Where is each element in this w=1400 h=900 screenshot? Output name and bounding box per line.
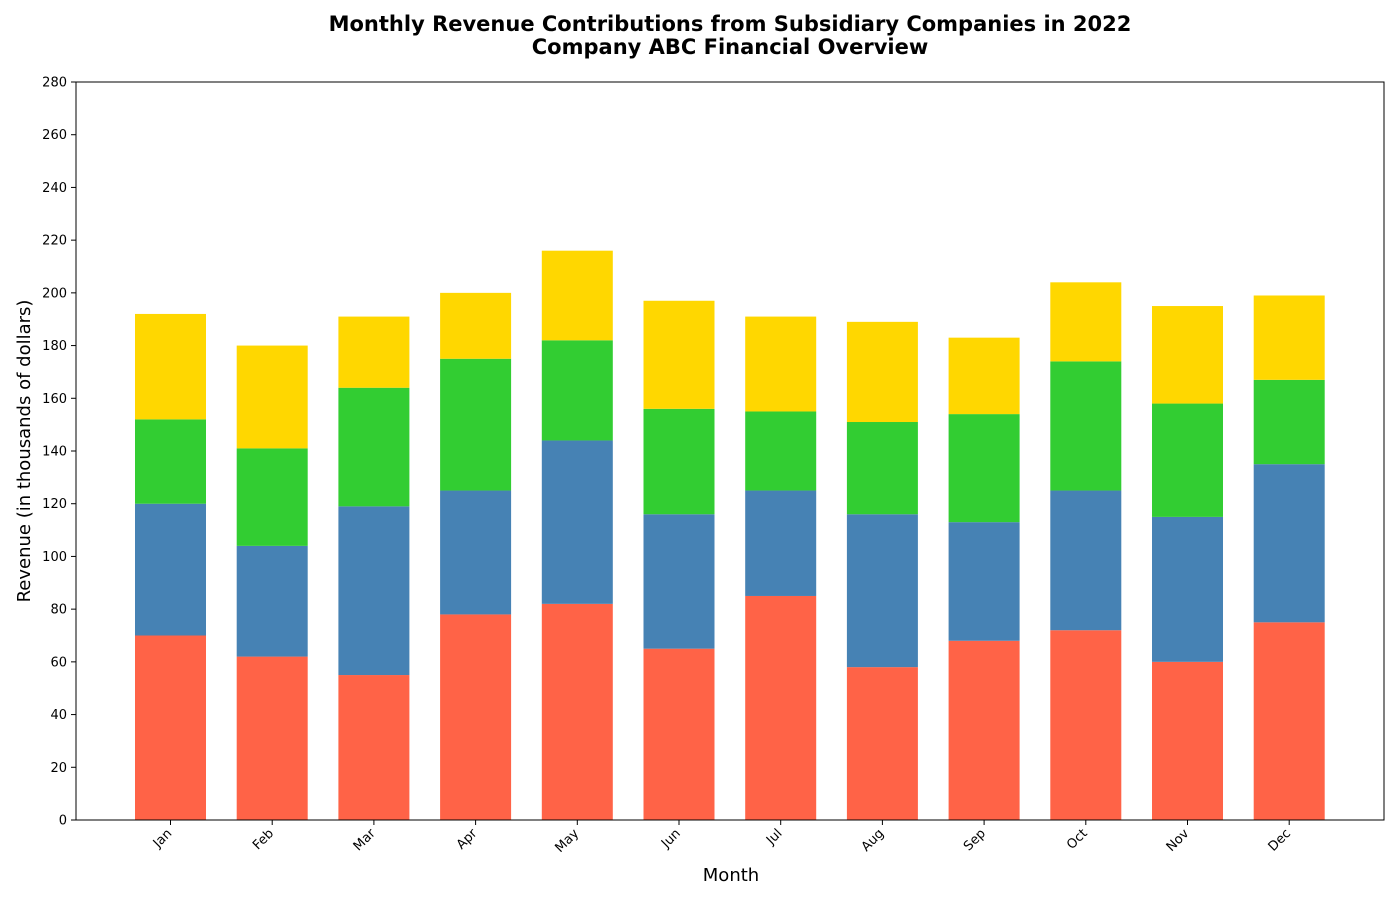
bar-mar-segment-1 <box>338 675 410 820</box>
bar-jul-segment-2 <box>745 490 817 596</box>
x-tick-label-jun: Jun <box>658 826 684 852</box>
bar-sep-segment-1 <box>948 640 1020 820</box>
x-tick-label-apr: Apr <box>454 826 481 853</box>
bar-may-segment-3 <box>541 340 613 441</box>
bar-dec-segment-1 <box>1253 622 1325 820</box>
y-tick-label: 80 <box>50 603 67 618</box>
bar-jul-segment-4 <box>745 316 817 412</box>
bar-mar-segment-2 <box>338 506 410 676</box>
bar-apr-segment-1 <box>440 614 512 820</box>
bar-nov-segment-4 <box>1152 306 1223 404</box>
y-tick-label: 160 <box>42 392 67 407</box>
bar-jun-segment-1 <box>643 648 715 820</box>
bar-nov-segment-1 <box>1152 661 1223 820</box>
bar-may-segment-2 <box>541 440 613 604</box>
bar-may-segment-4 <box>541 250 613 341</box>
bar-apr-segment-2 <box>440 490 512 615</box>
x-tick-label-oct: Oct <box>1064 826 1091 853</box>
bar-nov-segment-2 <box>1152 516 1223 662</box>
y-tick-label: 60 <box>50 655 67 670</box>
x-tick-label-sep: Sep <box>961 826 989 854</box>
x-axis-label: Month <box>703 865 759 886</box>
bar-oct-segment-1 <box>1050 630 1122 820</box>
y-tick-label: 240 <box>42 181 67 196</box>
bar-sep-segment-3 <box>948 414 1020 523</box>
y-tick-label: 220 <box>42 234 67 249</box>
x-tick-label-jul: Jul <box>763 826 785 848</box>
chart-title: Monthly Revenue Contributions from Subsi… <box>329 12 1132 36</box>
bar-feb-segment-2 <box>236 545 308 657</box>
x-tick-label-aug: Aug <box>859 826 888 855</box>
bar-jan-segment-3 <box>135 419 206 504</box>
bar-mar-segment-4 <box>338 316 410 388</box>
bar-oct-segment-3 <box>1050 361 1122 491</box>
bar-sep-segment-4 <box>948 337 1020 415</box>
bar-oct-segment-2 <box>1050 490 1122 631</box>
x-tick-label-mar: Mar <box>351 826 379 854</box>
bar-jan-segment-1 <box>135 635 206 820</box>
x-tick-label-feb: Feb <box>250 826 277 853</box>
bar-jan-segment-2 <box>135 503 206 636</box>
y-tick-label: 120 <box>42 497 67 512</box>
y-tick-label: 100 <box>42 550 67 565</box>
bar-aug-segment-3 <box>846 422 918 515</box>
bar-jun-segment-3 <box>643 408 715 515</box>
bar-jun-segment-4 <box>643 300 715 409</box>
x-tick-label-jan: Jan <box>150 826 175 851</box>
bar-sep-segment-2 <box>948 522 1020 641</box>
y-axis-label: Revenue (in thousands of dollars) <box>14 300 35 603</box>
bar-aug-segment-2 <box>846 514 918 668</box>
bar-aug-segment-1 <box>846 667 918 820</box>
x-tick-label-nov: Nov <box>1164 826 1193 855</box>
y-tick-label: 180 <box>42 339 67 354</box>
bar-may-segment-1 <box>541 603 613 820</box>
bar-jun-segment-2 <box>643 514 715 649</box>
y-tick-label: 280 <box>42 76 67 91</box>
x-axis: Jan Feb Mar Apr May Jun Jul Aug Sep Oct Nov Dec <box>150 820 1294 856</box>
bar-oct-segment-4 <box>1050 282 1122 362</box>
y-tick-label: 0 <box>59 814 67 829</box>
bar-dec-segment-3 <box>1253 379 1325 465</box>
y-tick-label: 200 <box>42 286 67 301</box>
bars-group <box>135 250 1325 820</box>
y-tick-label: 260 <box>42 128 67 143</box>
bar-feb-segment-1 <box>236 656 308 820</box>
y-tick-label: 20 <box>50 761 67 776</box>
bar-jul-segment-3 <box>745 411 817 491</box>
y-tick-label: 40 <box>50 708 67 723</box>
bar-feb-segment-4 <box>236 345 308 449</box>
bar-dec-segment-4 <box>1253 295 1325 380</box>
bar-jan-segment-4 <box>135 313 206 420</box>
x-tick-label-may: May <box>553 826 583 856</box>
bar-apr-segment-3 <box>440 358 512 491</box>
chart-subtitle: Company ABC Financial Overview <box>532 35 928 59</box>
y-tick-label: 140 <box>42 445 67 460</box>
bar-mar-segment-3 <box>338 387 410 507</box>
bar-feb-segment-3 <box>236 448 308 546</box>
x-tick-label-dec: Dec <box>1266 826 1294 854</box>
bar-aug-segment-4 <box>846 321 918 423</box>
bar-dec-segment-2 <box>1253 464 1325 623</box>
bar-jul-segment-1 <box>745 595 817 820</box>
bar-nov-segment-3 <box>1152 403 1223 517</box>
y-axis: 0 20 40 60 80 100 120 140 160 180 200 220 240 260 280 <box>42 76 76 829</box>
bar-apr-segment-4 <box>440 292 512 359</box>
